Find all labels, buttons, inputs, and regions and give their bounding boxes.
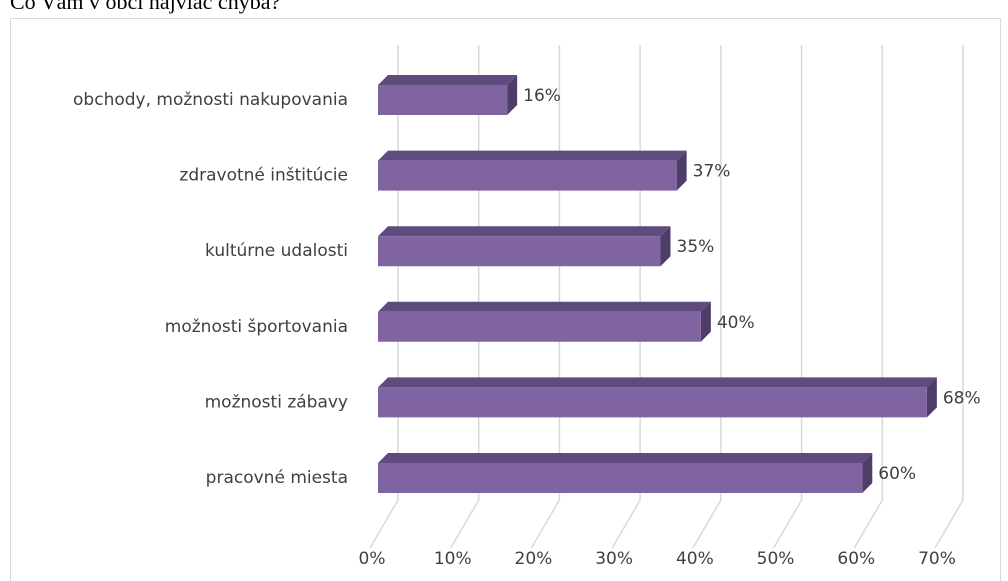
x-tick-label: 20% bbox=[515, 549, 553, 569]
bar-top bbox=[378, 226, 671, 237]
bar bbox=[378, 453, 873, 493]
bar-side bbox=[700, 301, 711, 342]
bar-front bbox=[378, 387, 927, 418]
bar bbox=[378, 226, 671, 267]
bar-top bbox=[378, 377, 937, 388]
bar-side bbox=[507, 75, 518, 115]
bar-top bbox=[378, 150, 687, 161]
grid-line bbox=[934, 45, 964, 549]
bar-front bbox=[378, 85, 508, 115]
x-tick-label: 10% bbox=[434, 549, 472, 569]
bar bbox=[378, 301, 711, 342]
value-label: 68% bbox=[943, 388, 981, 408]
value-label: 16% bbox=[523, 86, 561, 106]
y-tick-label: možnosti zábavy bbox=[205, 392, 348, 412]
grid-line bbox=[530, 45, 561, 549]
x-tick-label: 0% bbox=[359, 549, 386, 569]
bar bbox=[378, 377, 937, 418]
y-tick-label: zdravotné inštitúcie bbox=[179, 166, 348, 186]
bar-side bbox=[676, 150, 687, 191]
chart-title: Čo Vám v obci najviac chýba? bbox=[10, 0, 280, 14]
bar-front bbox=[378, 236, 661, 267]
grid-line bbox=[369, 45, 399, 549]
y-tick-label: kultúrne udalosti bbox=[205, 241, 348, 261]
grid-line bbox=[692, 45, 722, 549]
grid-line bbox=[853, 45, 884, 549]
value-label: 35% bbox=[677, 237, 715, 257]
bar-side bbox=[926, 377, 937, 418]
x-tick-label: 40% bbox=[676, 549, 714, 569]
grid-line bbox=[450, 45, 480, 549]
bar-top bbox=[378, 453, 873, 463]
bar bbox=[378, 150, 687, 191]
grid-line bbox=[611, 45, 641, 549]
bar-side bbox=[660, 226, 671, 267]
bar-front bbox=[378, 311, 701, 342]
x-tick-label: 30% bbox=[595, 549, 633, 569]
bar-side bbox=[862, 453, 873, 493]
x-tick-label: 50% bbox=[757, 549, 795, 569]
bar-top bbox=[378, 75, 518, 85]
y-tick-label: pracovné miesta bbox=[206, 468, 348, 488]
value-label: 40% bbox=[717, 313, 755, 333]
bar-top bbox=[378, 301, 711, 312]
value-label: 60% bbox=[878, 464, 916, 484]
x-tick-label: 70% bbox=[918, 549, 956, 569]
x-tick-label: 60% bbox=[837, 549, 875, 569]
bar bbox=[378, 75, 518, 115]
bar-front bbox=[378, 160, 677, 191]
y-tick-label: obchody, možnosti nakupovania bbox=[73, 90, 348, 110]
grid-line bbox=[772, 45, 803, 549]
value-label: 37% bbox=[693, 162, 731, 182]
y-tick-label: možnosti športovania bbox=[165, 317, 348, 337]
bar-front bbox=[378, 463, 863, 493]
